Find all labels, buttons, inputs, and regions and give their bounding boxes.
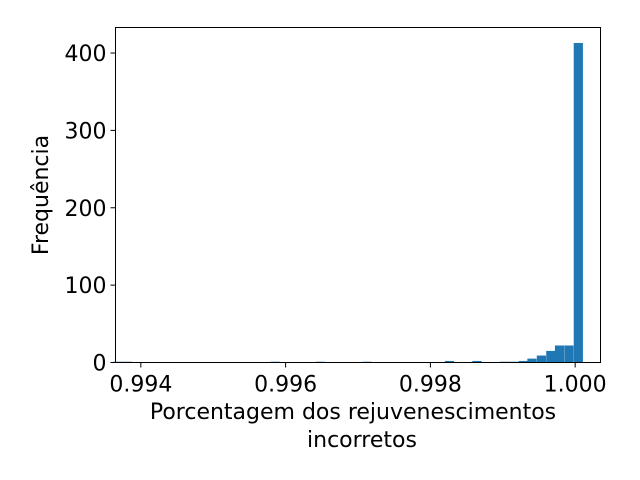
- y-axis-label: Frequência: [29, 135, 54, 255]
- y-tick-label: 200: [65, 197, 107, 222]
- histogram-bar: [444, 360, 455, 363]
- y-tick-label: 400: [65, 42, 107, 67]
- y-tick-label: 0: [93, 352, 107, 377]
- histogram-bar: [546, 350, 556, 363]
- x-tick-label: 1.000: [544, 373, 607, 398]
- y-tick-label: 300: [65, 119, 107, 144]
- x-tick-label: 0.998: [399, 373, 462, 398]
- histogram-bar: [518, 360, 528, 363]
- histogram-bar: [527, 358, 537, 363]
- x-tick-label: 0.996: [254, 373, 317, 398]
- y-axis-ticks: 0 100 200 300 400: [65, 42, 116, 377]
- histogram-bars: [113, 42, 583, 363]
- x-axis-ticks: 0.994 0.996 0.998 1.000: [109, 362, 607, 398]
- plot-area-frame: [115, 27, 601, 363]
- histogram-bar: [536, 355, 546, 363]
- histogram-bar: [554, 345, 565, 363]
- histogram-bar: [573, 42, 583, 363]
- x-axis-label-line-2: incorretos: [307, 428, 417, 453]
- x-tick-label: 0.994: [109, 373, 172, 398]
- histogram-bar: [472, 360, 482, 363]
- histogram-bar: [564, 345, 574, 363]
- x-axis-label-line-1: Porcentagem dos rejuvenescimentos: [150, 400, 556, 425]
- y-tick-label: 100: [65, 274, 107, 299]
